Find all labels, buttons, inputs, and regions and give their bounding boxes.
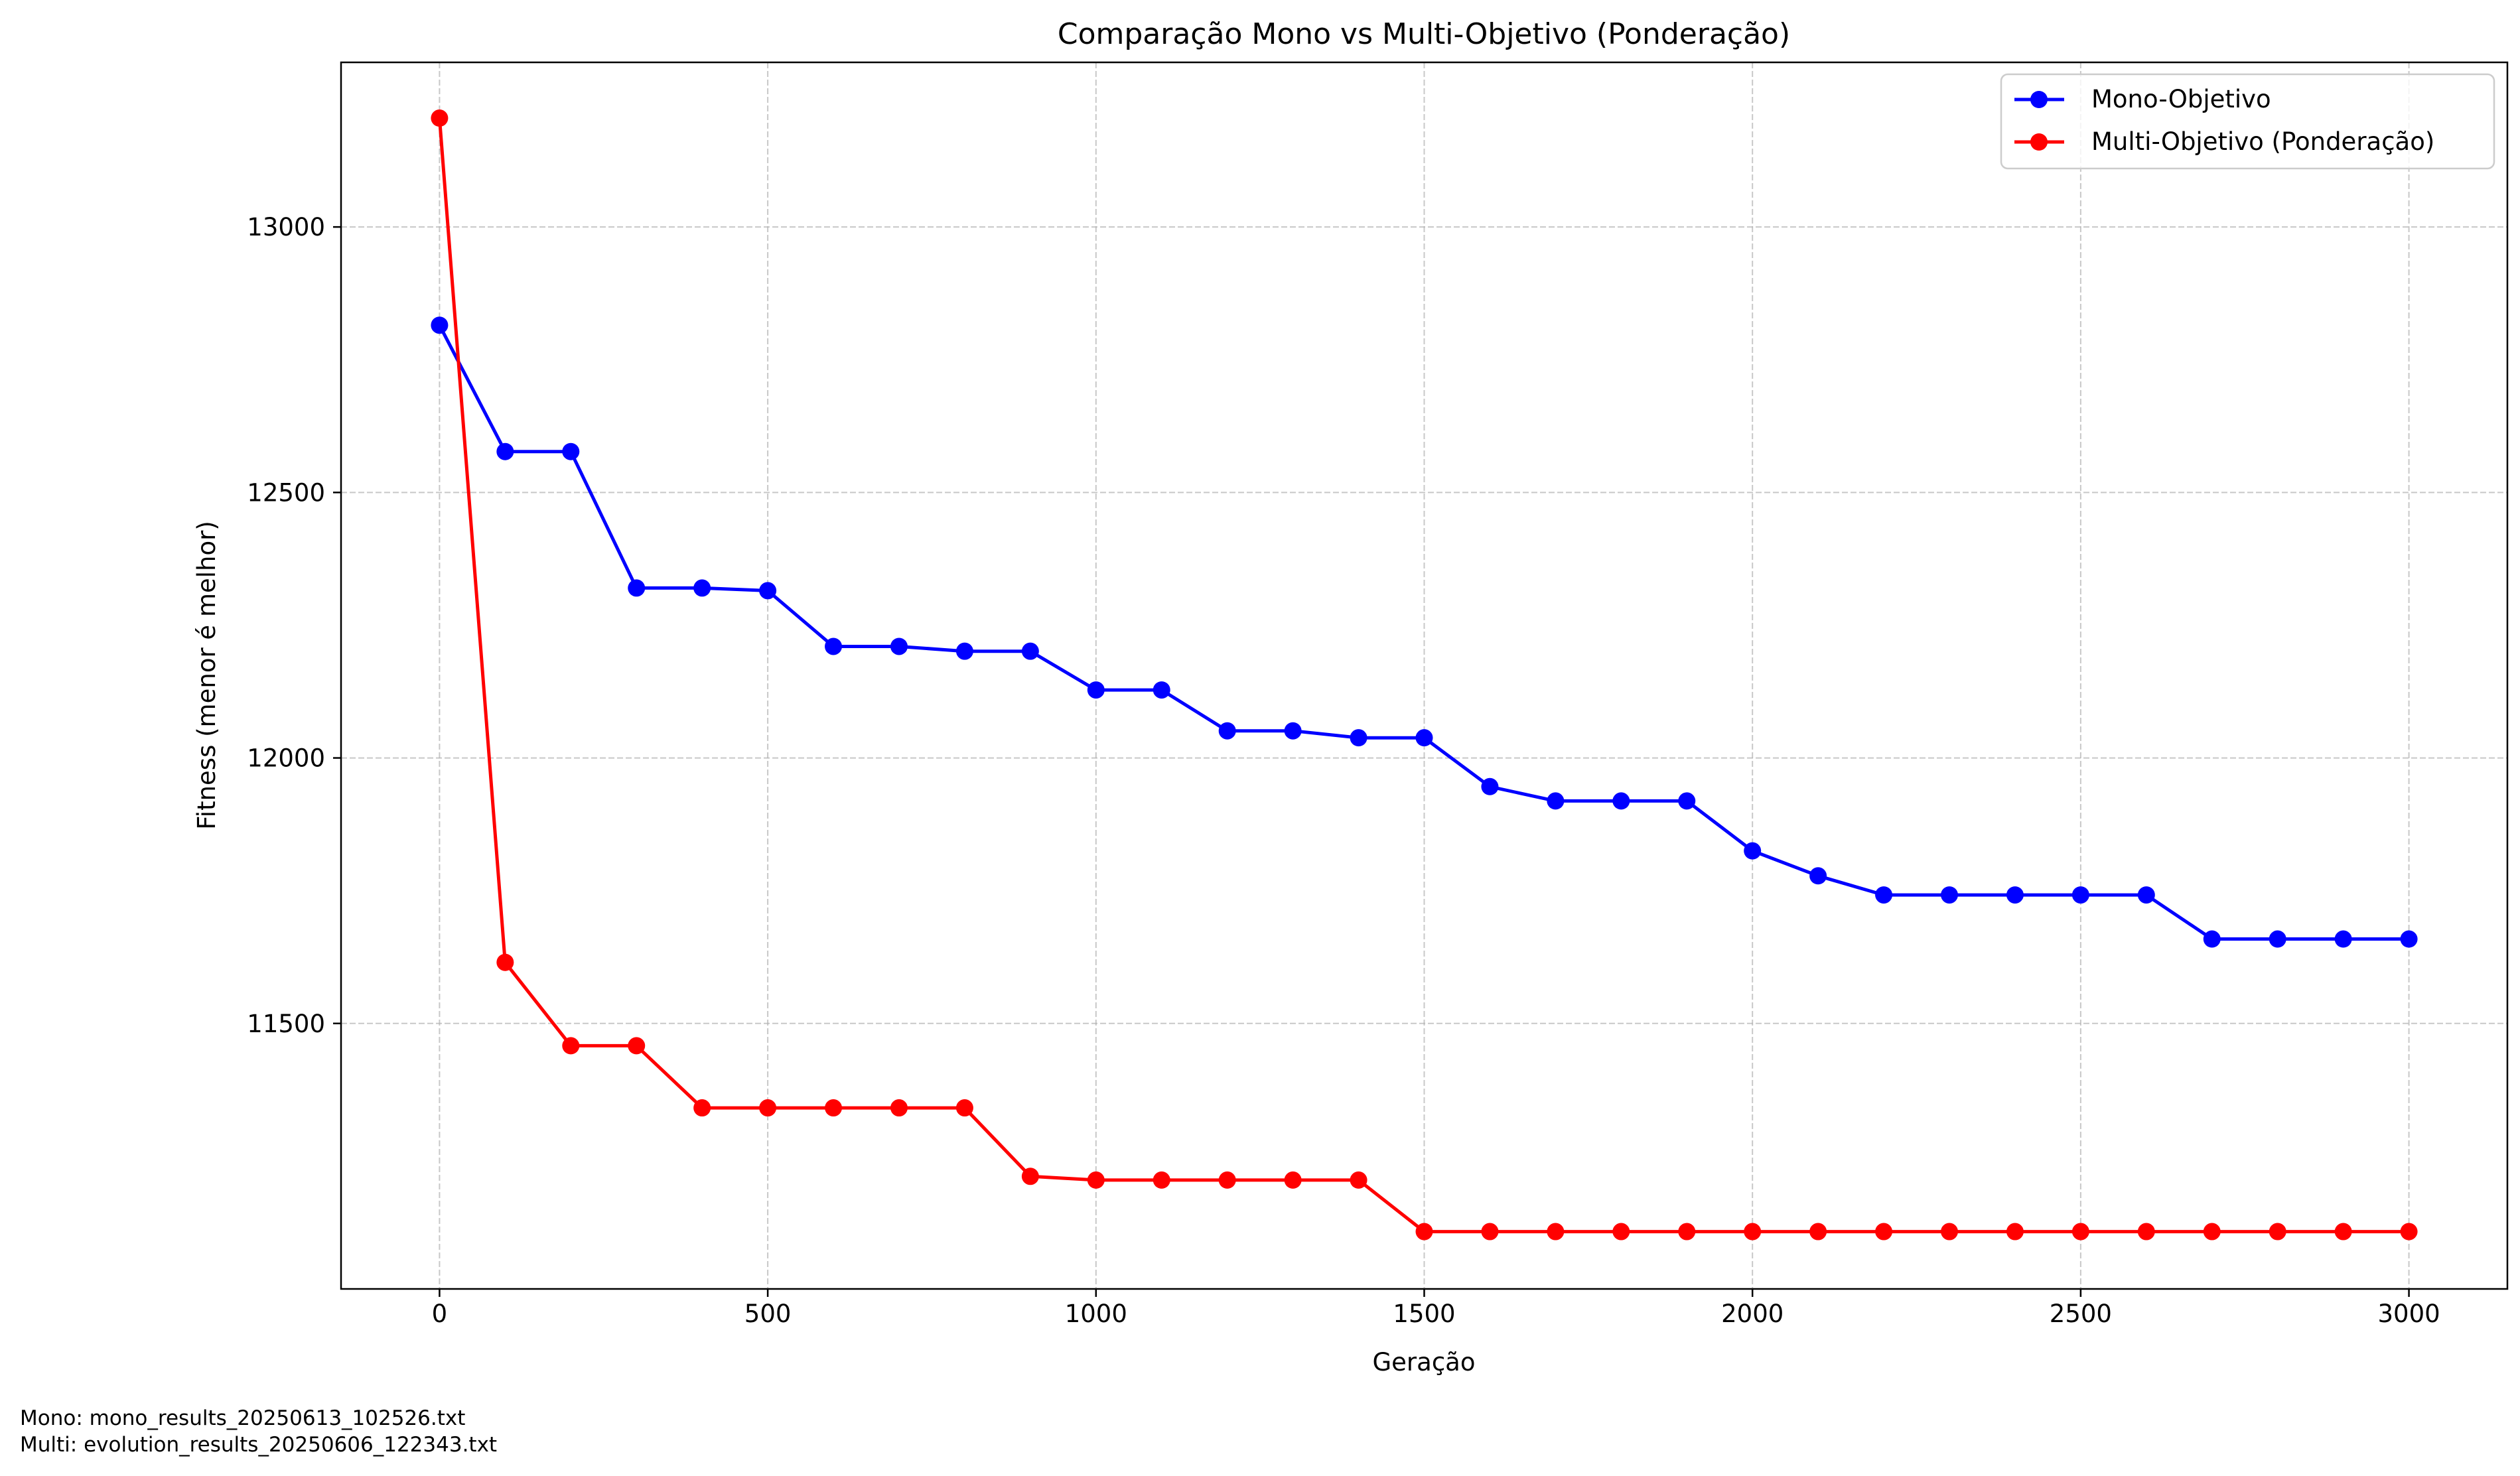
x-tick-label: 0 [432, 1300, 448, 1328]
legend: Mono-Objetivo Multi-Objetivo (Ponderação… [2000, 73, 2495, 170]
legend-label-multi: Multi-Objetivo (Ponderação) [2091, 127, 2434, 156]
data-point-mono [2137, 886, 2155, 904]
x-tick-label: 3000 [2378, 1300, 2440, 1328]
grid [341, 62, 2507, 1289]
data-point-multi [431, 109, 449, 127]
data-point-multi [890, 1099, 908, 1117]
data-point-multi [2400, 1223, 2418, 1241]
data-point-mono [562, 442, 580, 460]
data-point-mono [628, 579, 646, 597]
data-point-multi [2203, 1223, 2221, 1241]
data-point-multi [628, 1037, 646, 1055]
data-point-multi [1218, 1171, 1236, 1189]
data-point-multi [2137, 1223, 2155, 1241]
data-point-multi [2071, 1223, 2089, 1241]
data-point-multi [1941, 1223, 1959, 1241]
footnote-multi-file: Multi: evolution_results_20250606_122343… [20, 1433, 498, 1457]
data-point-mono [1415, 729, 1433, 747]
data-point-mono [1021, 642, 1039, 660]
x-tick-label: 2000 [1721, 1300, 1784, 1328]
y-axis-label: Fitness (menor é melhor) [192, 521, 221, 830]
legend-item-mono: Mono-Objetivo [2014, 85, 2271, 113]
data-point-mono [2071, 886, 2089, 904]
data-point-multi [1021, 1168, 1039, 1185]
data-point-multi [1547, 1223, 1565, 1241]
legend-box [2000, 73, 2495, 170]
data-point-multi [2334, 1223, 2352, 1241]
data-point-multi [2269, 1223, 2286, 1241]
data-point-multi [955, 1099, 973, 1117]
data-point-multi [1875, 1223, 1893, 1241]
data-point-mono [496, 442, 514, 460]
data-point-multi [1678, 1223, 1696, 1241]
x-tick-label: 1000 [1065, 1300, 1127, 1328]
data-point-mono [1218, 722, 1236, 740]
data-point-mono [2269, 930, 2286, 948]
data-point-multi [825, 1099, 843, 1117]
data-point-multi [1612, 1223, 1630, 1241]
data-point-multi [693, 1099, 711, 1117]
legend-marker-multi [2030, 133, 2048, 151]
data-point-mono [1481, 777, 1499, 795]
legend-label-mono: Mono-Objetivo [2091, 85, 2271, 113]
x-axis-label: Geração [1373, 1348, 1476, 1376]
x-tick-label: 500 [744, 1300, 792, 1328]
data-point-mono [2006, 886, 2024, 904]
data-point-mono [431, 316, 449, 334]
data-point-mono [1744, 842, 1762, 860]
x-tick-label: 2500 [2050, 1300, 2112, 1328]
data-point-multi [2006, 1223, 2024, 1241]
data-point-mono [2400, 930, 2418, 948]
data-point-multi [1153, 1171, 1170, 1189]
x-tick-label: 1500 [1393, 1300, 1455, 1328]
y-tick-label: 12000 [247, 744, 325, 773]
data-point-mono [1875, 886, 1893, 904]
y-tick-label: 13000 [247, 213, 325, 241]
data-point-multi [1350, 1171, 1367, 1189]
data-point-mono [2334, 930, 2352, 948]
data-point-multi [496, 953, 514, 971]
footnote-mono-file: Mono: mono_results_20250613_102526.txt [20, 1406, 466, 1430]
legend-marker-mono [2030, 91, 2048, 108]
data-point-multi [1481, 1223, 1499, 1241]
data-point-mono [1350, 729, 1367, 747]
data-point-mono [759, 582, 777, 600]
data-point-mono [825, 637, 843, 655]
data-point-multi [1087, 1171, 1105, 1189]
data-point-mono [955, 642, 973, 660]
data-point-mono [1941, 886, 1959, 904]
data-point-multi [1415, 1223, 1433, 1241]
data-point-multi [1284, 1171, 1302, 1189]
y-tick-label: 11500 [247, 1010, 325, 1038]
data-point-multi [562, 1037, 580, 1055]
data-point-mono [693, 579, 711, 597]
data-point-multi [759, 1099, 777, 1117]
series-layer [431, 109, 2418, 1241]
y-tick-label: 12500 [247, 478, 325, 507]
data-point-mono [1547, 792, 1565, 810]
data-point-mono [2203, 930, 2221, 948]
data-point-mono [1809, 867, 1827, 885]
data-point-mono [1153, 681, 1170, 699]
data-point-mono [1612, 792, 1630, 810]
legend-item-multi: Multi-Objetivo (Ponderação) [2014, 127, 2434, 156]
chart-title: Comparação Mono vs Multi-Objetivo (Ponde… [1058, 17, 1790, 51]
data-point-mono [1087, 681, 1105, 699]
data-point-mono [1284, 722, 1302, 740]
data-point-mono [1678, 792, 1696, 810]
data-point-multi [1809, 1223, 1827, 1241]
axis-ticks: 0 500 1000 1500 2000 2500 3000 11500 12000 12500 1… [247, 213, 2440, 1328]
data-point-multi [1744, 1223, 1762, 1241]
data-point-mono [890, 637, 908, 655]
